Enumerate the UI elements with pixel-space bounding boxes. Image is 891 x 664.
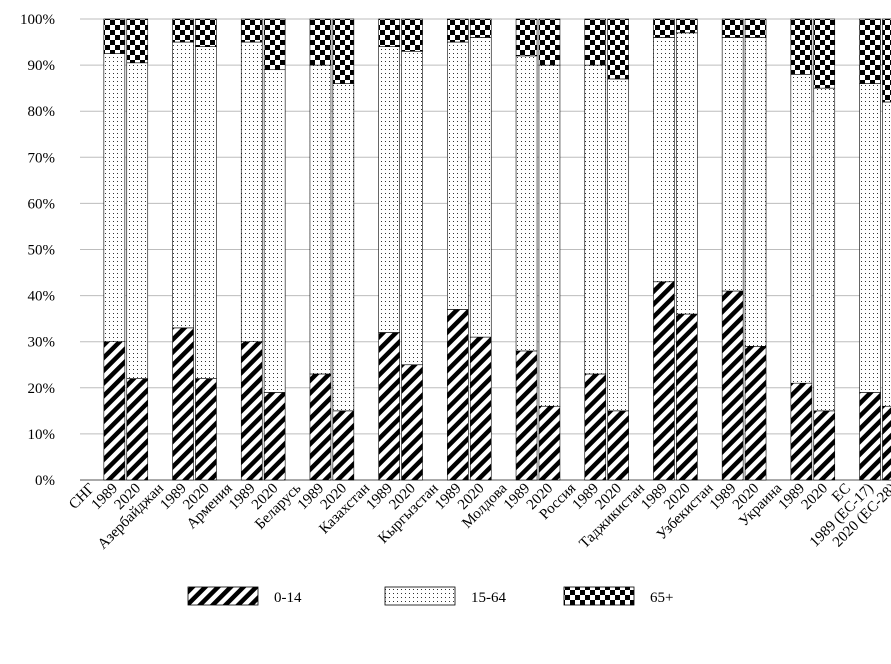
legend-label: 15-64 <box>471 590 506 606</box>
bar-segment-0-14 <box>172 327 194 481</box>
bar-segment-0-14 <box>103 341 126 481</box>
bars <box>103 18 891 481</box>
bar-segment-65+ <box>882 18 891 103</box>
bar-segment-15-64 <box>126 62 149 379</box>
bar-segment-65+ <box>676 18 698 34</box>
bar-segment-65+ <box>721 18 744 38</box>
y-tick-label: 40% <box>28 289 56 305</box>
legend-swatch <box>384 586 456 606</box>
legend-swatch <box>563 586 635 606</box>
bar-segment-65+ <box>469 18 492 38</box>
bar-segment-15-64 <box>813 87 836 412</box>
bar-segment-15-64 <box>240 41 263 342</box>
bar-segment-0-14 <box>309 373 332 481</box>
bar-segment-15-64 <box>309 64 332 375</box>
bar-segment-0-14 <box>126 378 149 481</box>
bar-segment-15-64 <box>882 101 891 407</box>
bar-segment-0-14 <box>538 405 561 481</box>
bar-segment-65+ <box>653 18 675 38</box>
y-tick-label: 10% <box>28 427 56 443</box>
bar-segment-15-64 <box>859 83 881 393</box>
bar-segment-0-14 <box>882 405 891 481</box>
bar-segment-0-14 <box>584 373 607 481</box>
bar-segment-65+ <box>790 18 813 75</box>
bar-segment-0-14 <box>240 341 263 481</box>
bar-segment-0-14 <box>515 350 538 481</box>
bar-segment-15-64 <box>653 37 675 283</box>
bar-segment-15-64 <box>744 37 767 347</box>
bar-segment-65+ <box>378 18 400 47</box>
year-label: 2020 <box>799 481 832 514</box>
bar-segment-15-64 <box>103 53 126 343</box>
bar-segment-15-64 <box>515 55 538 352</box>
y-tick-label: 60% <box>28 196 56 212</box>
bar-segment-15-64 <box>172 41 194 329</box>
bar-segment-15-64 <box>584 64 607 375</box>
bar-segment-15-64 <box>607 78 629 412</box>
bar-segment-65+ <box>263 18 286 71</box>
bar-segment-15-64 <box>195 46 217 379</box>
bar-segment-0-14 <box>401 364 423 481</box>
y-tick-label: 30% <box>28 335 56 351</box>
y-tick-label: 20% <box>28 381 56 397</box>
bar-segment-65+ <box>607 18 629 80</box>
bar-segment-0-14 <box>195 378 217 481</box>
x-axis-labels: СНГ19892020Азербайджан19892020Армения198… <box>66 480 891 552</box>
bar-segment-15-64 <box>378 46 400 333</box>
bar-segment-0-14 <box>332 410 355 481</box>
y-axis-ticks: 0% 10% 20% 30% 40% 50% 60% 70% 80% 90% 100% <box>20 12 55 489</box>
bar-segment-0-14 <box>813 410 836 481</box>
bar-segment-65+ <box>744 18 767 38</box>
bar-segment-65+ <box>172 18 194 43</box>
bar-segment-65+ <box>584 18 607 66</box>
bar-segment-15-64 <box>538 64 561 407</box>
bar-segment-15-64 <box>401 50 423 366</box>
y-tick-label: 80% <box>28 104 56 120</box>
legend-label: 0-14 <box>274 590 302 606</box>
bar-segment-0-14 <box>447 309 469 481</box>
bar-segment-15-64 <box>469 37 492 338</box>
bar-segment-65+ <box>240 18 263 43</box>
bar-segment-15-64 <box>263 69 286 393</box>
y-tick-label: 0% <box>35 473 55 489</box>
legend: 0-14 15-64 65+ <box>187 586 673 606</box>
legend-swatch <box>187 586 259 606</box>
bar-segment-0-14 <box>859 392 881 481</box>
bar-segment-65+ <box>401 18 423 52</box>
bar-segment-15-64 <box>676 32 698 315</box>
bar-segment-0-14 <box>790 382 813 481</box>
bar-segment-0-14 <box>607 410 629 481</box>
bar-segment-65+ <box>538 18 561 66</box>
y-tick-label: 50% <box>28 243 56 259</box>
y-tick-label: 70% <box>28 150 56 166</box>
bar-segment-0-14 <box>653 281 675 481</box>
bar-segment-0-14 <box>469 336 492 481</box>
bar-segment-65+ <box>813 18 836 89</box>
bar-segment-0-14 <box>721 290 744 481</box>
bar-segment-15-64 <box>790 74 813 384</box>
bar-segment-65+ <box>515 18 538 57</box>
bar-segment-0-14 <box>744 346 767 481</box>
y-tick-label: 100% <box>20 12 55 28</box>
bar-segment-15-64 <box>447 41 469 310</box>
bar-segment-0-14 <box>676 313 698 481</box>
y-tick-label: 90% <box>28 58 56 74</box>
bar-segment-15-64 <box>332 83 355 412</box>
bar-segment-15-64 <box>721 37 744 292</box>
bar-segment-65+ <box>859 18 881 84</box>
bar-segment-65+ <box>447 18 469 43</box>
bar-segment-65+ <box>309 18 332 66</box>
bar-segment-65+ <box>126 18 149 64</box>
bar-segment-0-14 <box>263 392 286 481</box>
bar-segment-65+ <box>332 18 355 84</box>
bar-segment-65+ <box>195 18 217 47</box>
bar-segment-65+ <box>103 18 126 54</box>
bar-segment-0-14 <box>378 332 400 481</box>
legend-label: 65+ <box>650 590 673 606</box>
